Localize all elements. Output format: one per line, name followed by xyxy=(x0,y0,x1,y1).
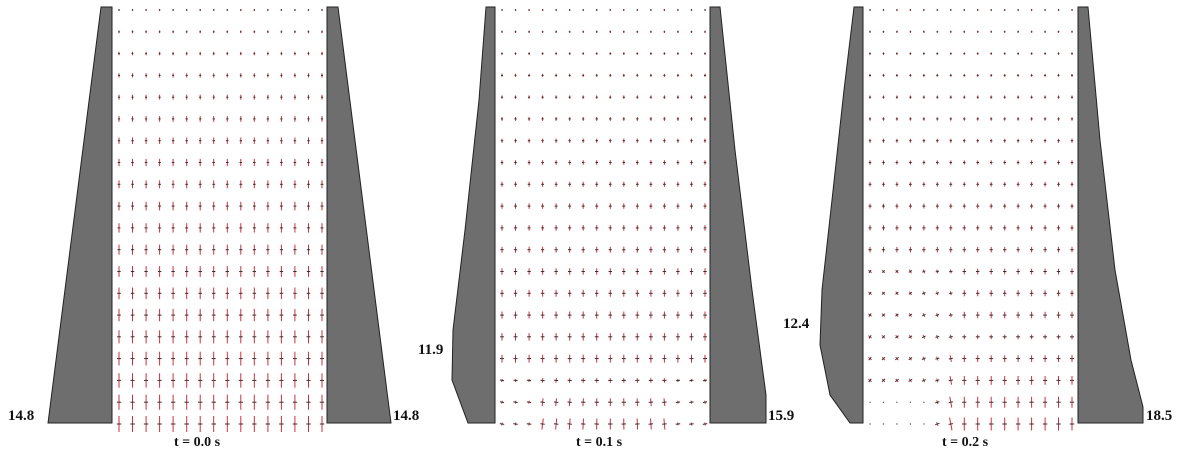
left-value-label-1: 11.9 xyxy=(418,342,444,358)
secondary-stress-vector xyxy=(921,379,927,382)
secondary-stress-vector xyxy=(935,292,940,295)
secondary-stress-vector xyxy=(948,314,953,316)
secondary-stress-vector xyxy=(868,313,872,317)
secondary-stress-vector xyxy=(896,401,898,403)
secondary-stress-vector xyxy=(935,422,940,426)
secondary-stress-vector xyxy=(526,379,532,382)
secondary-stress-vector xyxy=(935,401,940,404)
secondary-stress-vector xyxy=(702,401,708,404)
secondary-stress-vector xyxy=(513,401,518,404)
left-value-label-2: 12.4 xyxy=(783,316,810,332)
secondary-stress-vector xyxy=(868,334,872,339)
secondary-stress-vector xyxy=(868,356,872,361)
panel-1 xyxy=(451,6,767,430)
secondary-stress-vector xyxy=(908,291,913,295)
secondary-stress-vector xyxy=(868,269,872,274)
vector-field-0 xyxy=(116,9,325,432)
secondary-stress-vector xyxy=(540,379,545,382)
secondary-stress-vector xyxy=(908,378,913,382)
secondary-stress-vector xyxy=(868,291,872,296)
secondary-stress-vector xyxy=(881,313,886,317)
secondary-stress-vector xyxy=(921,357,926,360)
secondary-stress-vector xyxy=(948,357,953,360)
time-caption-2: t = 0.2 s xyxy=(942,435,989,450)
secondary-stress-vector xyxy=(881,378,886,383)
secondary-stress-vector xyxy=(948,401,953,404)
secondary-stress-vector xyxy=(526,423,532,425)
secondary-stress-vector xyxy=(909,401,912,403)
secondary-stress-vector xyxy=(894,378,899,383)
secondary-stress-vector xyxy=(948,423,954,425)
secondary-stress-vector xyxy=(702,423,708,425)
secondary-stress-vector xyxy=(908,270,913,273)
secondary-stress-vector xyxy=(499,379,505,382)
secondary-stress-vector xyxy=(909,423,912,425)
secondary-stress-vector xyxy=(881,356,886,361)
right-wall-profile-0 xyxy=(326,6,392,424)
secondary-stress-vector xyxy=(895,313,899,317)
secondary-stress-vector xyxy=(881,269,886,274)
left-wall-profile-1 xyxy=(451,6,496,424)
time-caption-0: t = 0.0 s xyxy=(174,435,221,450)
left-value-label-0: 14.8 xyxy=(8,408,35,424)
secondary-stress-vector xyxy=(921,335,926,339)
secondary-stress-vector xyxy=(948,292,953,295)
secondary-stress-vector xyxy=(896,423,898,425)
secondary-stress-vector xyxy=(895,291,899,295)
secondary-stress-vector xyxy=(675,379,681,382)
secondary-stress-vector xyxy=(949,270,953,273)
vector-field-2 xyxy=(868,9,1075,431)
secondary-stress-vector xyxy=(499,401,505,404)
secondary-stress-vector xyxy=(689,423,694,425)
secondary-stress-vector xyxy=(869,423,871,425)
secondary-stress-vector xyxy=(894,357,899,361)
secondary-stress-vector xyxy=(540,423,545,425)
secondary-stress-vector xyxy=(935,314,940,317)
right-value-label-0: 14.8 xyxy=(393,408,420,424)
secondary-stress-vector xyxy=(922,270,926,273)
secondary-stress-vector xyxy=(921,292,926,295)
secondary-stress-vector xyxy=(908,335,913,339)
panel-2 xyxy=(819,6,1144,431)
secondary-stress-vector xyxy=(921,313,926,317)
secondary-stress-vector xyxy=(868,378,872,383)
right-value-label-1: 15.9 xyxy=(768,408,795,424)
right-value-label-2: 18.5 xyxy=(1146,408,1173,424)
secondary-stress-vector xyxy=(513,379,518,382)
secondary-stress-vector xyxy=(513,423,518,425)
secondary-stress-vector xyxy=(689,401,694,403)
secondary-stress-vector xyxy=(948,379,953,382)
secondary-stress-vector xyxy=(935,379,940,382)
secondary-stress-vector xyxy=(882,401,885,403)
secondary-stress-vector xyxy=(540,401,545,403)
vector-field-1 xyxy=(499,9,708,430)
secondary-stress-vector xyxy=(895,270,899,273)
secondary-stress-vector xyxy=(702,379,708,382)
secondary-stress-vector xyxy=(675,401,681,403)
secondary-stress-vector xyxy=(881,291,886,295)
time-caption-1: t = 0.1 s xyxy=(576,435,623,450)
left-wall-profile-0 xyxy=(47,6,113,424)
right-wall-profile-2 xyxy=(1077,6,1144,424)
secondary-stress-vector xyxy=(908,357,913,361)
panel-0 xyxy=(47,6,392,432)
secondary-stress-vector xyxy=(882,423,885,425)
secondary-stress-vector xyxy=(881,335,886,339)
secondary-stress-vector xyxy=(675,423,681,425)
secondary-stress-vector xyxy=(499,423,505,425)
left-wall-profile-2 xyxy=(819,6,864,424)
secondary-stress-vector xyxy=(869,401,871,403)
secondary-stress-vector xyxy=(689,379,694,382)
secondary-stress-vector xyxy=(935,270,940,273)
secondary-stress-vector xyxy=(935,357,940,360)
secondary-stress-vector xyxy=(935,335,940,338)
secondary-stress-vector xyxy=(948,336,953,338)
secondary-stress-vector xyxy=(526,401,532,403)
secondary-stress-vector xyxy=(895,335,899,339)
right-wall-profile-1 xyxy=(709,6,767,424)
secondary-stress-vector xyxy=(908,313,913,317)
